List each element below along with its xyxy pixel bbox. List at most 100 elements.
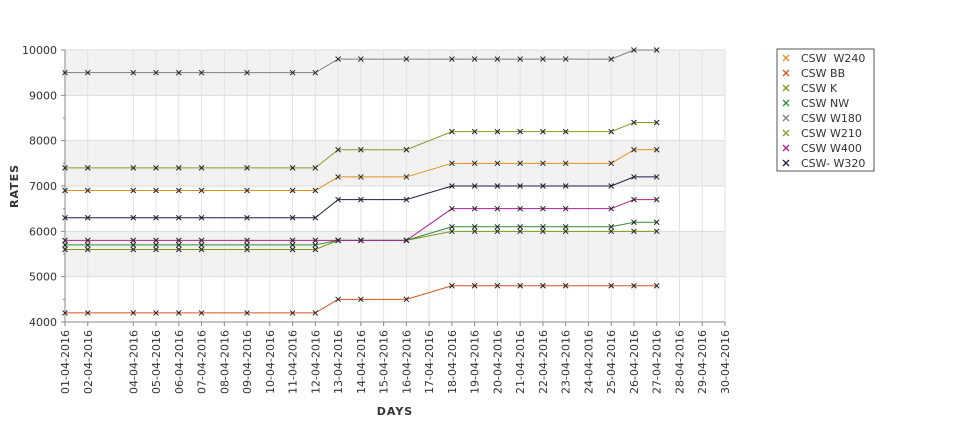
data-point [175, 165, 182, 171]
x-tick-label: 30-04-2016 [719, 330, 732, 394]
x-tick-label: 18-04-2016 [446, 330, 459, 394]
data-point [608, 160, 615, 167]
data-point [449, 223, 455, 230]
data-point [540, 205, 546, 212]
data-point [130, 237, 137, 244]
x-axis-title: DAYS [377, 405, 413, 418]
data-point [198, 187, 205, 194]
legend-item: CSW W240 [782, 52, 865, 65]
data-point [562, 205, 569, 212]
data-point [62, 242, 68, 248]
data-point [608, 223, 615, 230]
data-point [312, 69, 319, 76]
x-tick-label: 16-04-2016 [400, 330, 413, 394]
legend-marker [782, 99, 790, 107]
y-tick-label: 4000 [29, 316, 57, 329]
legend-label: CSW W210 [801, 127, 862, 140]
data-point [403, 174, 410, 180]
legend: CSW W240 CSW BB CSW K CSW NW CSW W180 CSW W21… [776, 48, 875, 172]
data-point [517, 160, 524, 167]
data-point [517, 205, 524, 212]
data-point [494, 183, 501, 189]
legend-marker [782, 144, 790, 152]
series-1 [62, 282, 660, 316]
data-point [540, 128, 546, 135]
data-point [198, 214, 205, 221]
x-tick-label: 02-04-2016 [82, 330, 95, 394]
legend-label: CSW W400 [801, 142, 862, 155]
data-point [631, 146, 637, 153]
data-point [62, 187, 68, 194]
data-point [494, 160, 501, 167]
data-point [631, 174, 637, 180]
data-point [608, 228, 615, 235]
legend-label: CSW- W320 [801, 157, 865, 170]
data-point [130, 242, 137, 248]
data-point [335, 196, 341, 203]
data-point [289, 310, 296, 316]
data-point [449, 228, 455, 235]
data-point [631, 119, 637, 126]
data-point [517, 282, 524, 289]
data-point [312, 242, 319, 248]
data-point [289, 69, 296, 76]
x-tick-label: 24-04-2016 [582, 330, 595, 394]
data-point [653, 119, 660, 126]
legend-item: CSW W210 [782, 127, 862, 140]
data-point [312, 246, 319, 253]
data-point [175, 69, 182, 76]
data-point [471, 128, 478, 135]
data-point [84, 310, 91, 316]
data-point [153, 242, 159, 248]
data-point [631, 219, 637, 226]
legend-label: CSW K [801, 82, 838, 95]
data-point [449, 205, 455, 212]
x-tick-label: 12-04-2016 [309, 330, 322, 394]
data-point [562, 282, 569, 289]
data-point [471, 282, 478, 289]
x-axis-ticks: 01-04-2016 02-04-2016 04-04-2016 05-04-2016… [59, 322, 732, 394]
data-point [289, 165, 296, 171]
data-point [175, 242, 182, 248]
data-point [84, 187, 91, 194]
legend-marker [782, 69, 790, 77]
data-point [289, 242, 296, 248]
x-tick-label: 21-04-2016 [514, 330, 527, 394]
data-point [289, 246, 296, 253]
y-axis-ticks: 4000 5000 6000 7000 8000 9000 10000 [22, 44, 65, 329]
data-point [540, 223, 546, 230]
data-point [517, 183, 524, 189]
data-point [84, 214, 91, 221]
data-point [517, 56, 524, 62]
data-point [289, 187, 296, 194]
data-point [358, 146, 364, 153]
data-point [312, 187, 319, 194]
data-point [312, 237, 319, 244]
legend-marker [782, 54, 790, 62]
data-point [198, 165, 205, 171]
data-point [540, 282, 546, 289]
data-point [517, 223, 524, 230]
data-point [244, 310, 250, 316]
x-tick-label: 09-04-2016 [241, 330, 254, 394]
data-point [403, 237, 410, 244]
y-tick-label: 8000 [29, 135, 57, 148]
data-point [335, 146, 341, 153]
data-point [244, 242, 250, 248]
y-tick-label: 7000 [29, 180, 57, 193]
data-point [358, 196, 364, 203]
data-point [312, 165, 319, 171]
data-point [62, 214, 68, 221]
data-point [403, 56, 410, 62]
x-tick-label: 06-04-2016 [173, 330, 186, 394]
data-point [608, 205, 615, 212]
data-point [130, 246, 137, 253]
data-point [130, 214, 137, 221]
data-point [244, 214, 250, 221]
legend-label: CSW BB [801, 67, 845, 80]
data-point [562, 183, 569, 189]
data-point [608, 128, 615, 135]
y-axis-title: RATES [8, 164, 21, 208]
data-point [335, 237, 341, 244]
